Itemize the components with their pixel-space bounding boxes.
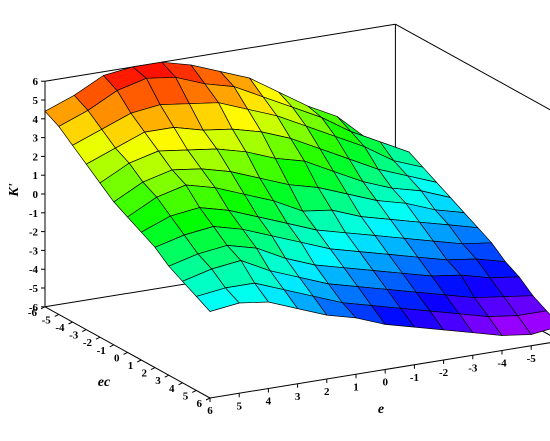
ec-tick-label: -6 [28, 307, 38, 319]
e-tick-label: 5 [236, 400, 242, 412]
e-tick-label: -1 [410, 372, 419, 384]
ec-tick-label: 3 [155, 375, 161, 387]
ec-tick-label: 0 [114, 352, 120, 364]
ec-tick-mark [123, 351, 128, 355]
ec-tick-label: 1 [128, 360, 134, 372]
e-tick-label: 1 [353, 381, 359, 393]
y-axis-label: ec [98, 375, 111, 390]
ec-tick-mark [82, 329, 87, 333]
ec-tick-label: 2 [142, 368, 148, 380]
e-tick-label: 3 [295, 391, 301, 403]
ec-tick-mark [54, 313, 59, 317]
ec-tick-label: -3 [69, 330, 79, 342]
ec-tick-mark [178, 382, 183, 386]
z-tick-label: -3 [29, 245, 39, 257]
z-tick-label: 4 [33, 114, 39, 126]
ec-tick-mark [137, 359, 142, 363]
e-tick-label: -5 [527, 353, 537, 365]
ec-tick-label: -4 [55, 322, 65, 334]
ec-tick-label: -1 [97, 345, 106, 357]
e-tick-label: -2 [439, 367, 449, 379]
e-tick-label: -4 [497, 358, 507, 370]
ec-tick-label: 5 [183, 390, 189, 402]
ec-tick-label: 4 [169, 383, 175, 395]
z-tick-label: -5 [29, 283, 39, 295]
ec-tick-label: 6 [197, 398, 203, 410]
z-tick-label: 0 [33, 189, 39, 201]
z-tick-label: -2 [29, 227, 39, 239]
z-tick-label: -6 [29, 302, 39, 314]
z-tick-label: 2 [33, 151, 39, 163]
e-tick-label: 4 [266, 396, 272, 408]
z-tick-label: 5 [33, 95, 39, 107]
wall-top-back-edge [44, 23, 396, 82]
ec-tick-label: -2 [83, 337, 93, 349]
ec-tick-mark [95, 336, 101, 340]
ec-tick-label: -5 [42, 314, 52, 326]
ec-tick-mark [205, 397, 211, 401]
e-tick-label: 0 [382, 377, 388, 389]
z-tick-label: 1 [33, 170, 39, 182]
ec-tick-mark [40, 306, 46, 310]
floor-front-edge [209, 342, 550, 399]
z-axis-label: K' [7, 183, 22, 197]
z-tick-label: -4 [29, 264, 39, 276]
ec-tick-mark [150, 367, 156, 371]
e-tick-label: 6 [207, 405, 213, 417]
surface-patch [195, 287, 240, 312]
ec-tick-mark [164, 374, 169, 378]
x-axis-label: e [378, 402, 384, 417]
surface-mesh [44, 61, 550, 336]
z-tick-label: 3 [33, 133, 39, 145]
ec-tick-mark [109, 344, 114, 348]
ec-tick-mark [68, 321, 73, 325]
e-tick-label: 2 [324, 386, 330, 398]
z-tick-label: -1 [29, 208, 38, 220]
e-tick-label: -3 [468, 362, 478, 374]
z-tick-label: 6 [33, 76, 39, 88]
wall-top-right-edge [395, 23, 550, 111]
ec-tick-mark [192, 389, 197, 393]
